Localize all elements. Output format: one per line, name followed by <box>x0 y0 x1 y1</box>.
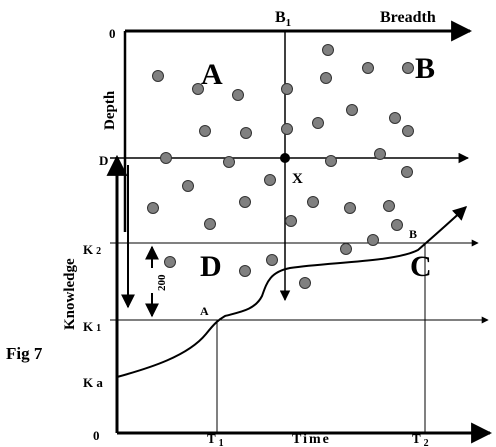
time-label: Time <box>292 432 331 447</box>
x-point <box>280 153 290 163</box>
knowledge-dot <box>281 123 293 135</box>
knowledge-dots <box>147 44 414 289</box>
knowledge-label: Knowledge <box>62 258 78 330</box>
knowledge-dot <box>232 89 244 101</box>
knowledge-dot <box>340 243 352 255</box>
region-c-label: C <box>410 250 432 283</box>
knowledge-dot <box>239 196 251 208</box>
knowledge-dot <box>346 104 358 116</box>
knowledge-dot <box>285 215 297 227</box>
knowledge-dot <box>389 112 401 124</box>
knowledge-dot <box>312 117 324 129</box>
interval-label: 200 <box>156 274 168 291</box>
depth-label: Depth <box>102 90 118 130</box>
knowledge-dot <box>192 83 204 95</box>
knowledge-dot <box>374 148 386 160</box>
knowledge-dot <box>320 72 332 84</box>
knowledge-dot <box>344 202 356 214</box>
point-b-label: B <box>409 227 417 241</box>
knowledge-dot <box>362 62 374 74</box>
region-b-label: B <box>415 52 435 85</box>
knowledge-dot <box>223 156 235 168</box>
knowledge-dot <box>402 62 414 74</box>
region-d-label: D <box>200 250 222 283</box>
knowledge-dot <box>239 265 251 277</box>
knowledge-dot <box>391 219 403 231</box>
figure-label: Fig 7 <box>6 344 43 363</box>
knowledge-dot <box>266 254 278 266</box>
knowledge-dot <box>160 152 172 164</box>
knowledge-curve <box>116 206 468 378</box>
x-label: X <box>292 171 303 187</box>
knowledge-dot <box>325 155 337 167</box>
knowledge-dot <box>402 125 414 137</box>
b1-label: B1 <box>275 9 291 29</box>
knowledge-dot <box>367 234 379 246</box>
knowledge-dot <box>307 196 319 208</box>
d-label: D <box>99 153 108 168</box>
knowledge-dot <box>182 180 194 192</box>
knowledge-dot <box>152 70 164 82</box>
knowledge-dot <box>147 202 159 214</box>
knowledge-dot <box>199 125 211 137</box>
knowledge-dot <box>383 200 395 212</box>
bottom-origin-label: 0 <box>93 428 100 443</box>
breadth-label: Breadth <box>380 9 436 26</box>
knowledge-dot <box>264 174 276 186</box>
knowledge-dot <box>164 256 176 268</box>
knowledge-dot <box>204 218 216 230</box>
region-a-label: A <box>201 58 223 91</box>
knowledge-dot <box>299 277 311 289</box>
knowledge-dot <box>401 166 413 178</box>
knowledge-dot <box>322 44 334 56</box>
knowledge-dot <box>240 127 252 139</box>
knowledge-time-frame <box>106 154 493 444</box>
top-origin-label: 0 <box>109 26 116 41</box>
ka-label: K a <box>83 375 103 390</box>
point-a-label: A <box>200 304 209 318</box>
knowledge-dot <box>281 83 293 95</box>
